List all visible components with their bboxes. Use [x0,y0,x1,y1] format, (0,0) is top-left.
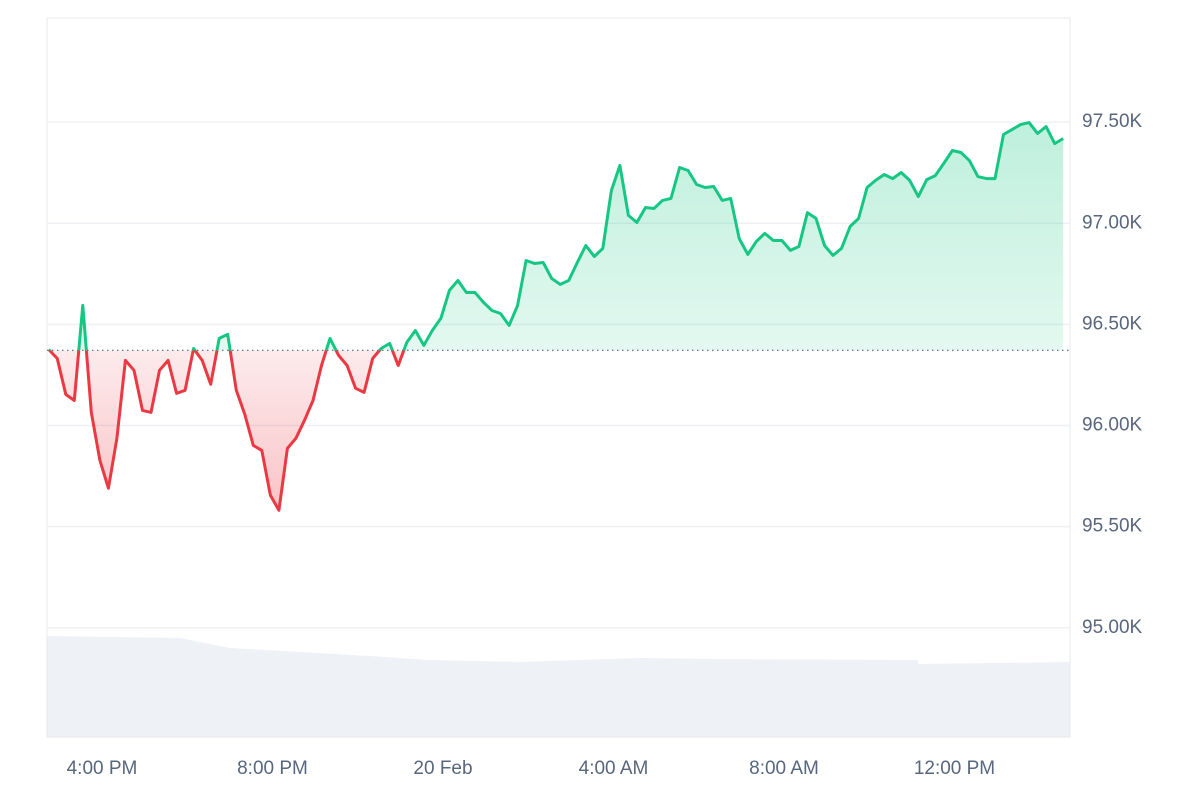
y-tick-label: 96.00K [1082,415,1143,436]
volume-area [47,636,1070,737]
x-tick-label: 8:00 PM [237,758,308,779]
y-tick-label: 95.50K [1082,516,1143,537]
x-tick-label: 4:00 PM [67,758,138,779]
y-tick-label: 97.50K [1082,111,1143,132]
price-area [48,122,1064,511]
y-tick-label: 97.00K [1082,212,1143,233]
x-tick-label: 4:00 AM [579,758,649,779]
x-tick-label: 12:00 PM [914,758,995,779]
x-tick-label: 8:00 AM [749,758,819,779]
y-tick-label: 96.50K [1082,313,1143,334]
x-tick-label: 20 Feb [413,758,472,779]
plot-frame [46,17,1071,738]
price-line [47,121,1064,512]
y-tick-label: 95.00K [1082,617,1143,638]
